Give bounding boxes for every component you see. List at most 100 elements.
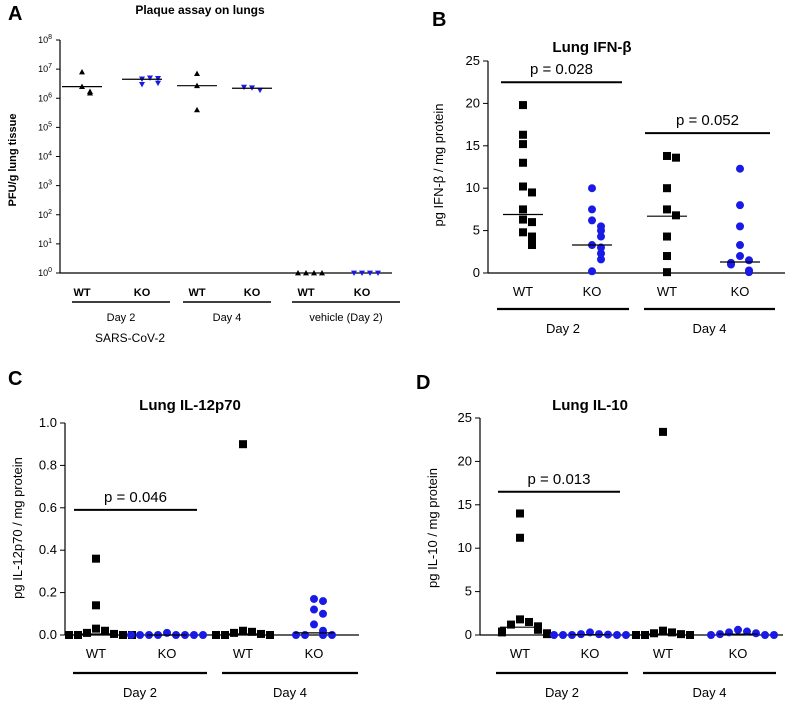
panel-letter: A — [8, 3, 22, 25]
data-point — [241, 84, 247, 91]
y-axis-label: pg IFN-β / mg protein — [431, 103, 446, 226]
panel-b: B Lung IFN-β 0 5 10 15 20 25 pg IFN-β / mg prote… — [431, 9, 785, 336]
data-point — [516, 615, 524, 624]
data-point — [301, 631, 309, 639]
data-point — [319, 597, 327, 606]
data-point — [597, 255, 605, 264]
x-category-label: WT — [657, 284, 677, 299]
group-wt — [212, 440, 274, 639]
x-category-label: KO — [158, 646, 177, 661]
x-category-label: KO — [305, 646, 324, 661]
y-axis-label: pg IL-10 / mg protein — [425, 468, 440, 588]
data-point — [528, 232, 536, 241]
data-point — [736, 222, 744, 231]
day-group-label: Day 4 — [693, 321, 727, 336]
data-point — [543, 630, 551, 639]
y-tick-label: 0.8 — [39, 457, 57, 472]
x-category-label: KO — [581, 646, 600, 661]
data-point — [292, 631, 300, 639]
data-point — [163, 628, 171, 637]
group-ko — [707, 625, 778, 639]
data-point — [101, 626, 109, 635]
data-point — [367, 270, 373, 276]
x-category-label: WT — [86, 646, 106, 661]
data-point — [632, 631, 640, 639]
pvalue-label: p = 0.013 — [528, 471, 591, 488]
data-point — [528, 241, 536, 250]
y-tick-label: 107 — [38, 63, 52, 74]
data-point — [319, 270, 325, 276]
y-tick-label: 25 — [466, 53, 480, 68]
data-point — [528, 236, 536, 245]
data-point — [230, 628, 238, 637]
group-wt — [295, 270, 325, 276]
data-point — [190, 631, 198, 639]
data-point — [770, 631, 778, 639]
data-point — [745, 268, 753, 277]
y-tick-label: 108 — [38, 34, 52, 45]
x-category-label: KO — [583, 284, 602, 299]
group-wt — [503, 101, 543, 250]
data-point — [119, 631, 127, 639]
y-tick-label: 10 — [458, 540, 472, 555]
y-tick-label: 25 — [458, 410, 472, 425]
data-point — [519, 140, 527, 149]
data-point — [725, 628, 733, 637]
y-tick-label: 100 — [38, 267, 52, 278]
data-point — [303, 270, 309, 276]
y-tick-label: 5 — [465, 584, 472, 599]
x-category-label: KO — [134, 287, 151, 299]
y-tick-label: 10 — [466, 180, 480, 195]
data-point — [588, 205, 596, 214]
data-point — [87, 90, 93, 96]
data-point — [663, 252, 671, 261]
data-point — [310, 605, 318, 614]
data-point — [310, 620, 318, 629]
data-point — [650, 629, 658, 638]
data-point — [519, 215, 527, 224]
group-wt — [62, 68, 102, 96]
y-tick-label: 104 — [38, 151, 52, 162]
data-point — [588, 267, 596, 276]
data-point — [736, 241, 744, 250]
data-point — [239, 626, 247, 635]
chart-title: Lung IL-12p70 — [139, 397, 241, 414]
data-point — [659, 626, 667, 635]
data-point — [686, 631, 694, 639]
day-group-label: vehicle (Day 2) — [309, 312, 382, 324]
day-group-label: Day 4 — [273, 685, 307, 700]
data-point — [155, 80, 161, 87]
data-point — [127, 631, 135, 639]
x-category-label: KO — [244, 287, 261, 299]
day-group-label: Day 2 — [545, 685, 579, 700]
panel-c: C Lung IL-12p70 0.0 0.2 0.4 0.6 0.8 1.0 pg IL-12… — [8, 368, 359, 700]
day-group-label: Day 2 — [546, 321, 580, 336]
day-group-label: Day 4 — [213, 312, 242, 324]
data-point — [668, 628, 676, 637]
data-point — [507, 620, 515, 629]
group-wt — [498, 509, 551, 639]
data-point — [622, 631, 630, 639]
data-point — [672, 211, 680, 220]
data-point — [586, 628, 594, 637]
data-point — [351, 270, 357, 276]
data-point — [736, 164, 744, 173]
y-tick-label: 15 — [458, 497, 472, 512]
data-point — [221, 631, 229, 639]
x-category-label: WT — [73, 287, 90, 299]
data-point — [745, 256, 753, 265]
x-category-label: KO — [731, 284, 750, 299]
x-category-label: WT — [653, 646, 673, 661]
group-wt — [647, 151, 687, 277]
data-point — [311, 270, 317, 276]
panel-letter: C — [8, 368, 22, 390]
panel-letter: B — [432, 9, 446, 31]
data-point — [519, 130, 527, 139]
panel-letter: D — [416, 372, 430, 394]
y-tick-label: 105 — [38, 121, 52, 132]
y-tick-label: 20 — [466, 95, 480, 110]
pvalue-label: p = 0.028 — [530, 61, 593, 78]
data-point — [597, 226, 605, 235]
data-point — [139, 81, 145, 88]
chart-title: Lung IL-10 — [552, 397, 628, 414]
